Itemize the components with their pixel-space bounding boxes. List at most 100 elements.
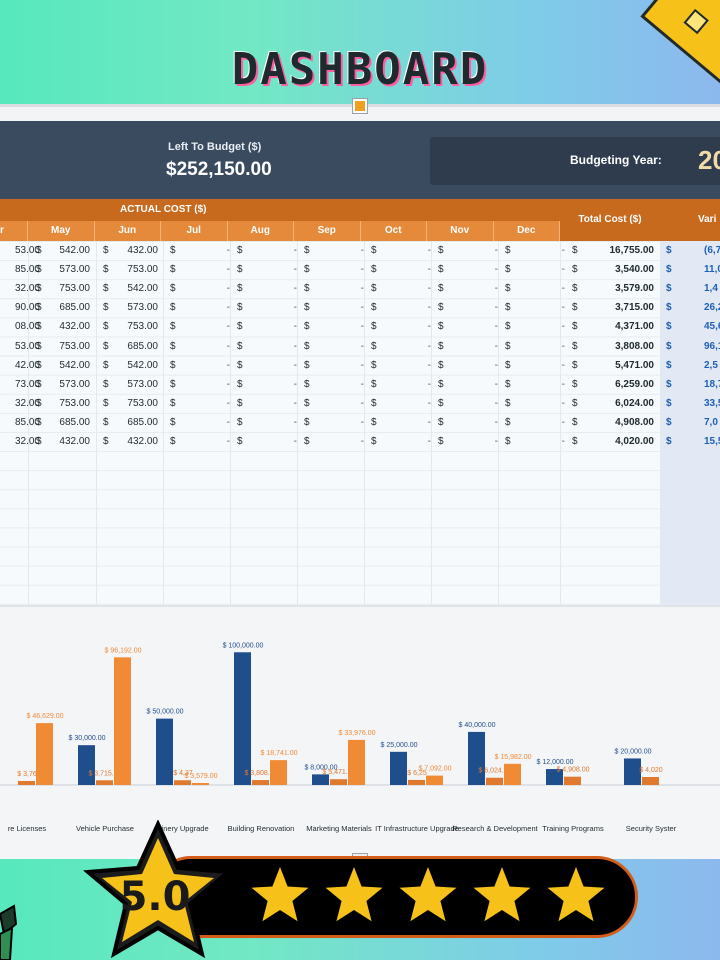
total-cell: 3,579.00 [615,283,654,295]
table-row[interactable]: 73.00 $573.00 $573.00 $ - $ - $ - $ - $ - $ - $6,259.00… [0,375,720,394]
currency-symbol: $ [572,302,578,314]
currency-symbol: $ [103,283,109,295]
month-header-row: r May Jun Jul Aug Sep Oct Nov Dec [0,221,660,241]
apr-cell: 32.00 [14,283,40,295]
variance-cell: (6,7 [704,245,720,256]
currency-symbol: $ [371,321,377,333]
currency-symbol: $ [170,359,176,371]
currency-symbol: $ [505,302,511,314]
empty-cell: - [226,245,230,256]
variance-cell: 1,4 [704,283,718,295]
currency-symbol: $ [572,321,578,333]
budgeting-year-box: Budgeting Year: 20 [430,137,720,185]
empty-cell: - [494,378,498,390]
may-cell: 685.00 [59,302,90,314]
data-label-1-2: $ 96,192.00 [105,647,142,654]
currency-symbol: $ [36,302,42,314]
table-row[interactable]: 42.00 $542.00 $542.00 $ - $ - $ - $ - $ - $ - $5,471.00… [0,356,720,375]
may-cell: 432.00 [59,321,90,333]
data-label-6-1: $ 6,024.00 [478,768,511,775]
empty-cell: - [494,436,498,447]
table-row[interactable]: 85.00 $573.00 $753.00 $ - $ - $ - $ - $ - $ - $3,540.00… [0,260,720,279]
empty-cell: - [226,340,230,352]
table-group-header: ACTUAL COST ($) [0,199,720,221]
bar-3-2 [270,760,287,785]
bar-3-0 [234,652,251,785]
currency-symbol: $ [505,359,511,371]
table-row[interactable]: 90.00 $685.00 $573.00 $ - $ - $ - $ - $ - $ - $3,715.00… [0,298,720,317]
bar-8-1 [642,777,659,785]
table-row[interactable]: 53.00 $542.00 $432.00 $ - $ - $ - $ - $ - $ - $16,755.0… [0,241,720,260]
may-cell: 753.00 [59,283,90,295]
month-header-5: Sep [294,221,361,241]
bar-2-2 [192,783,209,785]
data-label-5-1: $ 6,25 [407,770,427,777]
category-label-3: Building Renovation [228,824,295,833]
table-row[interactable]: 85.00 $685.00 $685.00 $ - $ - $ - $ - $ - $ - $4,908.00… [0,413,720,432]
table-row[interactable]: 08.00 $432.00 $753.00 $ - $ - $ - $ - $ - $ - $4,371.00… [0,317,720,336]
resize-handle-top[interactable] [353,99,367,113]
empty-cell: - [561,264,565,276]
jun-cell: 685.00 [127,340,158,352]
bar-6-1 [486,777,503,785]
table-row[interactable]: 53.00 $753.00 $685.00 $ - $ - $ - $ - $ - $ - $3,808.00… [0,337,720,356]
empty-cell: - [293,436,297,447]
apr-cell: 85.00 [14,264,40,276]
currency-symbol: $ [36,359,42,371]
table-row[interactable]: 32.00 $753.00 $753.00 $ - $ - $ - $ - $ - $ - $6,024.00… [0,394,720,413]
data-label-1-1: $ 3,715.00 [88,770,121,777]
currency-symbol: $ [170,321,176,333]
bar-0-2 [36,723,53,785]
currency-symbol: $ [438,397,444,409]
budgeting-year-value[interactable]: 20 [698,145,720,175]
currency-symbol: $ [371,340,377,352]
data-label-5-2: $ 7,092.00 [418,766,451,773]
currency-symbol: $ [304,378,310,390]
data-label-8-0: $ 20,000.00 [615,748,652,755]
currency-symbol: $ [666,397,672,409]
currency-symbol: $ [572,245,578,256]
currency-symbol: $ [36,378,42,390]
currency-symbol: $ [103,340,109,352]
jun-cell: 573.00 [127,378,158,390]
empty-cell: - [427,321,431,333]
empty-cell: - [226,378,230,390]
empty-cell: - [293,283,297,295]
currency-symbol: $ [170,436,176,447]
data-label-7-1: $ 4,908.00 [556,767,589,774]
month-header-2: Jun [95,221,161,241]
left-to-budget-value: $252,150.00 [166,159,272,180]
bar-6-2 [504,763,521,785]
bar-7-1 [564,776,581,785]
currency-symbol: $ [572,378,578,390]
empty-cell: - [561,302,565,314]
currency-symbol: $ [304,436,310,447]
empty-cell: - [427,397,431,409]
category-label-4: Marketing Materials [306,824,372,833]
empty-cell: - [494,302,498,314]
currency-symbol: $ [438,283,444,295]
apr-cell: 73.00 [14,378,40,390]
rating-stars [251,867,605,922]
may-cell: 542.00 [59,245,90,256]
jun-cell: 542.00 [127,283,158,295]
star-icon [399,867,457,922]
rating-score: 5.0 [119,874,191,920]
currency-symbol: $ [438,436,444,447]
total-cell: 3,540.00 [615,264,654,276]
currency-symbol: $ [438,340,444,352]
empty-cell: - [226,321,230,333]
empty-cell: - [293,245,297,256]
currency-symbol: $ [505,264,511,276]
table-row[interactable]: 32.00 $432.00 $432.00 $ - $ - $ - $ - $ - $ - $4,020.00… [0,432,720,451]
jun-cell: 753.00 [127,264,158,276]
apr-cell: 90.00 [14,302,40,314]
currency-symbol: $ [237,436,243,447]
table-row[interactable]: 32.00 $753.00 $542.00 $ - $ - $ - $ - $ - $ - $3,579.00… [0,279,720,298]
data-label-1-0: $ 30,000.00 [69,735,106,742]
currency-symbol: $ [36,416,42,428]
currency-symbol: $ [438,264,444,276]
empty-cell: - [561,245,565,256]
currency-symbol: $ [170,264,176,276]
data-label-4-2: $ 33,976.00 [339,730,376,737]
